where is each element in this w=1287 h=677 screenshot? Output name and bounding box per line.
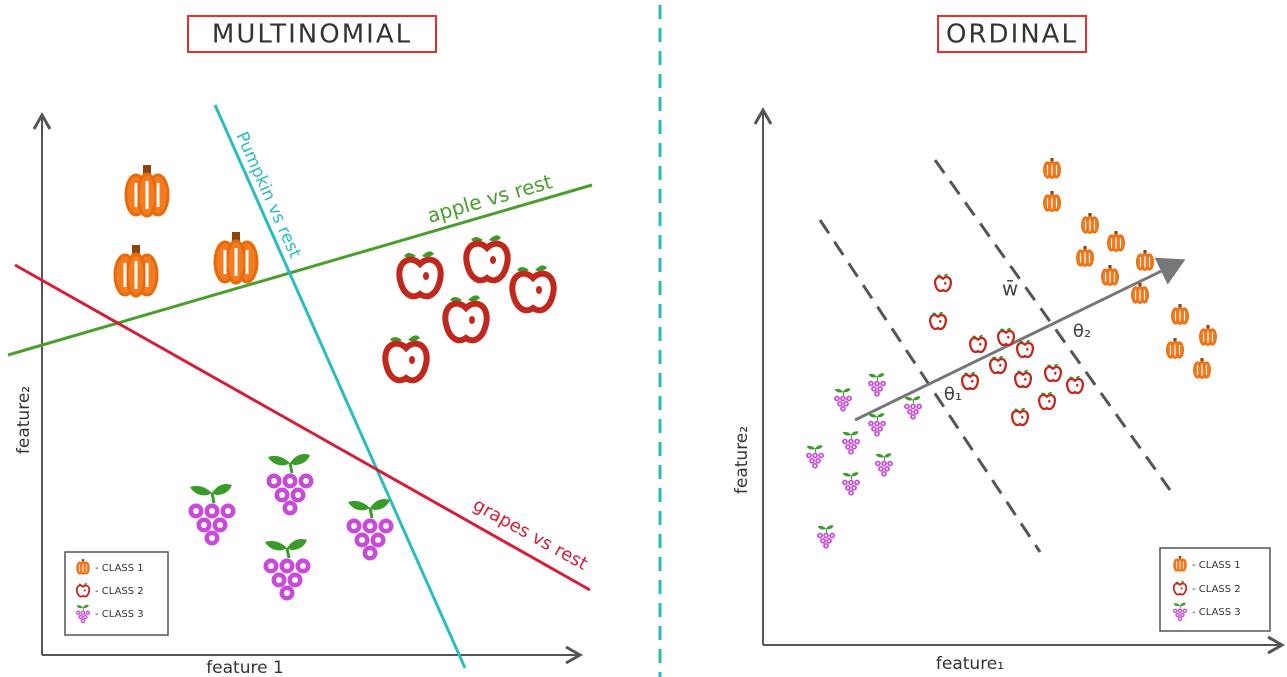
legend-label: - CLASS 2 [95, 586, 144, 597]
ordinal-grapes [805, 372, 923, 549]
grapes [187, 482, 237, 547]
ordinal-pumpkins [1042, 157, 1218, 379]
boundary-label: grapes vs rest [469, 494, 591, 574]
apple [512, 265, 553, 310]
apple [466, 235, 507, 280]
x-axis-label: feature₁ [936, 654, 1004, 674]
pumpkin-boundary [213, 104, 467, 669]
boundary-label: apple vs rest [424, 169, 555, 228]
pumpkin [213, 230, 259, 285]
threshold-label: θ₁ [944, 384, 962, 405]
title-box [937, 15, 1087, 53]
vector-label: w̄ [1002, 277, 1018, 301]
threshold-label: θ₂ [1073, 321, 1091, 342]
boundary-label: Pumpkin vs rest [231, 129, 305, 261]
grapes [265, 452, 315, 517]
threshold-line [818, 219, 1042, 553]
legend-label: - CLASS 2 [1192, 584, 1241, 595]
apple [385, 335, 426, 380]
y-axis-label: feature₂ [14, 386, 34, 454]
pumpkin [124, 163, 170, 218]
panel-title: MULTINOMIAL [212, 20, 412, 50]
threshold-line [933, 159, 1172, 491]
apple [445, 295, 486, 340]
grapes [345, 497, 395, 562]
legend-label: - CLASS 3 [1192, 607, 1241, 618]
legend-label: - CLASS 1 [1192, 560, 1241, 571]
pumpkin [113, 243, 159, 298]
grapes [262, 537, 312, 602]
weight-vector [854, 257, 1186, 422]
x-axis-label: feature 1 [206, 658, 284, 677]
apple [399, 251, 440, 296]
y-axis-label: feature₂ [732, 426, 752, 494]
title-box [187, 15, 437, 53]
grapes-boundary [14, 263, 591, 592]
legend-label: - CLASS 1 [95, 563, 144, 574]
panel-title: ORDINAL [946, 20, 1078, 50]
apple-boundary [7, 183, 593, 357]
legend-label: - CLASS 3 [95, 609, 144, 620]
